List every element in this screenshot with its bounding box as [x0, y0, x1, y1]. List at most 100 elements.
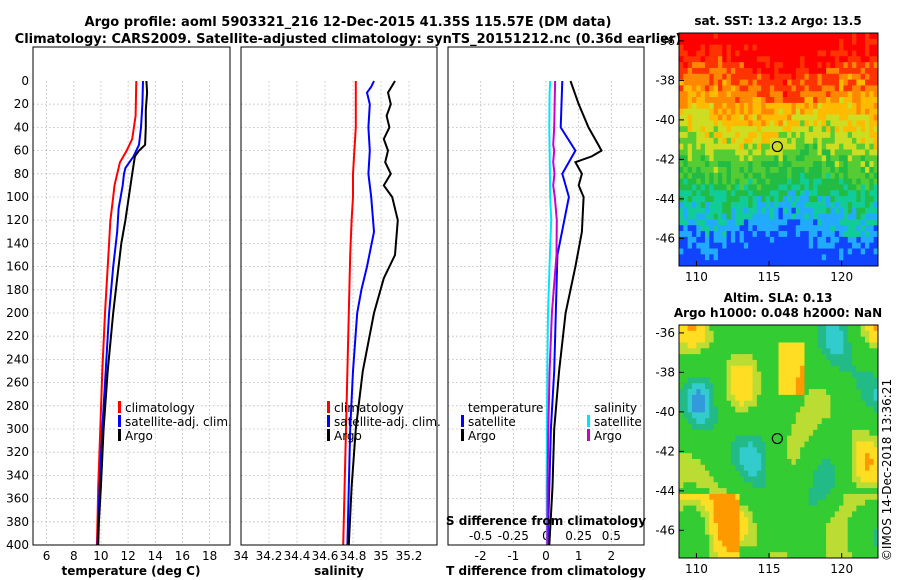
map-cell — [717, 365, 723, 372]
map-cell — [687, 260, 693, 267]
map-cell — [726, 248, 732, 255]
map-cell — [679, 91, 684, 98]
map-cell — [787, 546, 792, 553]
map-cell — [847, 33, 853, 40]
map-cell — [787, 149, 792, 156]
map-cell — [717, 260, 723, 267]
map-cell — [717, 143, 723, 150]
map-cell — [717, 137, 723, 145]
map-cell — [696, 528, 702, 536]
map-cell — [817, 435, 823, 442]
map-cell — [804, 172, 810, 180]
map-cell — [860, 132, 866, 139]
map-cell — [791, 184, 797, 191]
map-cell — [817, 336, 823, 343]
map-cell — [739, 33, 745, 40]
map-cell — [735, 429, 740, 437]
map-cell — [683, 161, 689, 168]
map-cell — [808, 325, 814, 332]
map-frame — [678, 324, 879, 559]
map-cell — [739, 56, 745, 63]
map-cell — [739, 493, 745, 501]
map-cell — [804, 126, 810, 133]
map-cell — [821, 207, 827, 214]
map-cell — [722, 336, 727, 343]
map-cell — [709, 242, 715, 249]
map-cell — [717, 213, 723, 220]
map-cell — [730, 371, 736, 378]
map-cell — [865, 447, 870, 454]
map-cell — [722, 50, 727, 57]
map-cell — [730, 546, 736, 553]
map-cell — [752, 354, 758, 361]
map-cell — [856, 67, 862, 75]
map-cell — [769, 394, 775, 402]
map-cell — [713, 418, 719, 425]
map-cell — [778, 482, 784, 489]
map-cell — [726, 476, 732, 483]
map-cell — [700, 56, 706, 63]
map-cell — [752, 394, 758, 402]
map-cell — [709, 201, 715, 209]
map-cell — [696, 231, 702, 238]
map-cell — [852, 108, 857, 115]
map-cell — [787, 517, 792, 524]
map-cell — [843, 499, 849, 506]
map-cell — [722, 102, 727, 110]
map-cell — [743, 120, 749, 127]
map-cell — [709, 114, 715, 121]
map-cell — [800, 336, 805, 343]
map-cell — [748, 424, 753, 431]
map-cell — [735, 149, 740, 156]
map-cell — [700, 493, 706, 501]
map-cell — [804, 190, 810, 197]
map-cell — [869, 219, 875, 226]
map-cell — [752, 172, 758, 180]
map-cell — [700, 137, 706, 145]
map-cell — [782, 342, 788, 349]
map-cell — [813, 161, 818, 168]
map-cell — [843, 114, 849, 121]
map-cell — [722, 248, 727, 255]
map-cell — [795, 458, 801, 466]
map-cell — [860, 56, 866, 63]
map-cell — [778, 126, 784, 133]
x-tick-label: 14 — [148, 549, 163, 563]
map-cell — [765, 336, 771, 343]
map-cell — [817, 429, 823, 437]
map-cell — [873, 172, 879, 180]
map-cell — [709, 62, 715, 69]
map-cell — [795, 540, 801, 547]
depth-tick-label: 100 — [6, 190, 29, 204]
map-cell — [748, 184, 753, 191]
map-cell — [743, 389, 749, 396]
map-cell — [791, 505, 797, 512]
map-cell — [804, 143, 810, 150]
map-cell — [791, 79, 797, 86]
map-cell — [782, 447, 788, 454]
map-cell — [683, 248, 689, 255]
map-cell — [787, 552, 792, 559]
map-cell — [756, 242, 762, 249]
map-cell — [704, 236, 710, 244]
map-cell — [696, 394, 702, 402]
map-cell — [704, 56, 710, 63]
map-cell — [687, 248, 693, 255]
map-cell — [821, 213, 827, 220]
map-cell — [852, 523, 857, 530]
map-cell — [735, 231, 740, 238]
lon-tick-label: 110 — [685, 270, 708, 284]
map-cell — [683, 359, 689, 367]
x-tick-label: 34.2 — [256, 549, 283, 563]
map-cell — [860, 143, 866, 150]
map-cell — [739, 207, 745, 214]
map-cell — [813, 476, 818, 483]
map-cell — [869, 412, 875, 419]
map-cell — [830, 418, 836, 425]
map-cell — [795, 126, 801, 133]
map-cell — [709, 400, 715, 407]
map-cell — [704, 50, 710, 57]
map-cell — [852, 453, 857, 460]
map-cell — [756, 120, 762, 127]
map-cell — [791, 161, 797, 168]
